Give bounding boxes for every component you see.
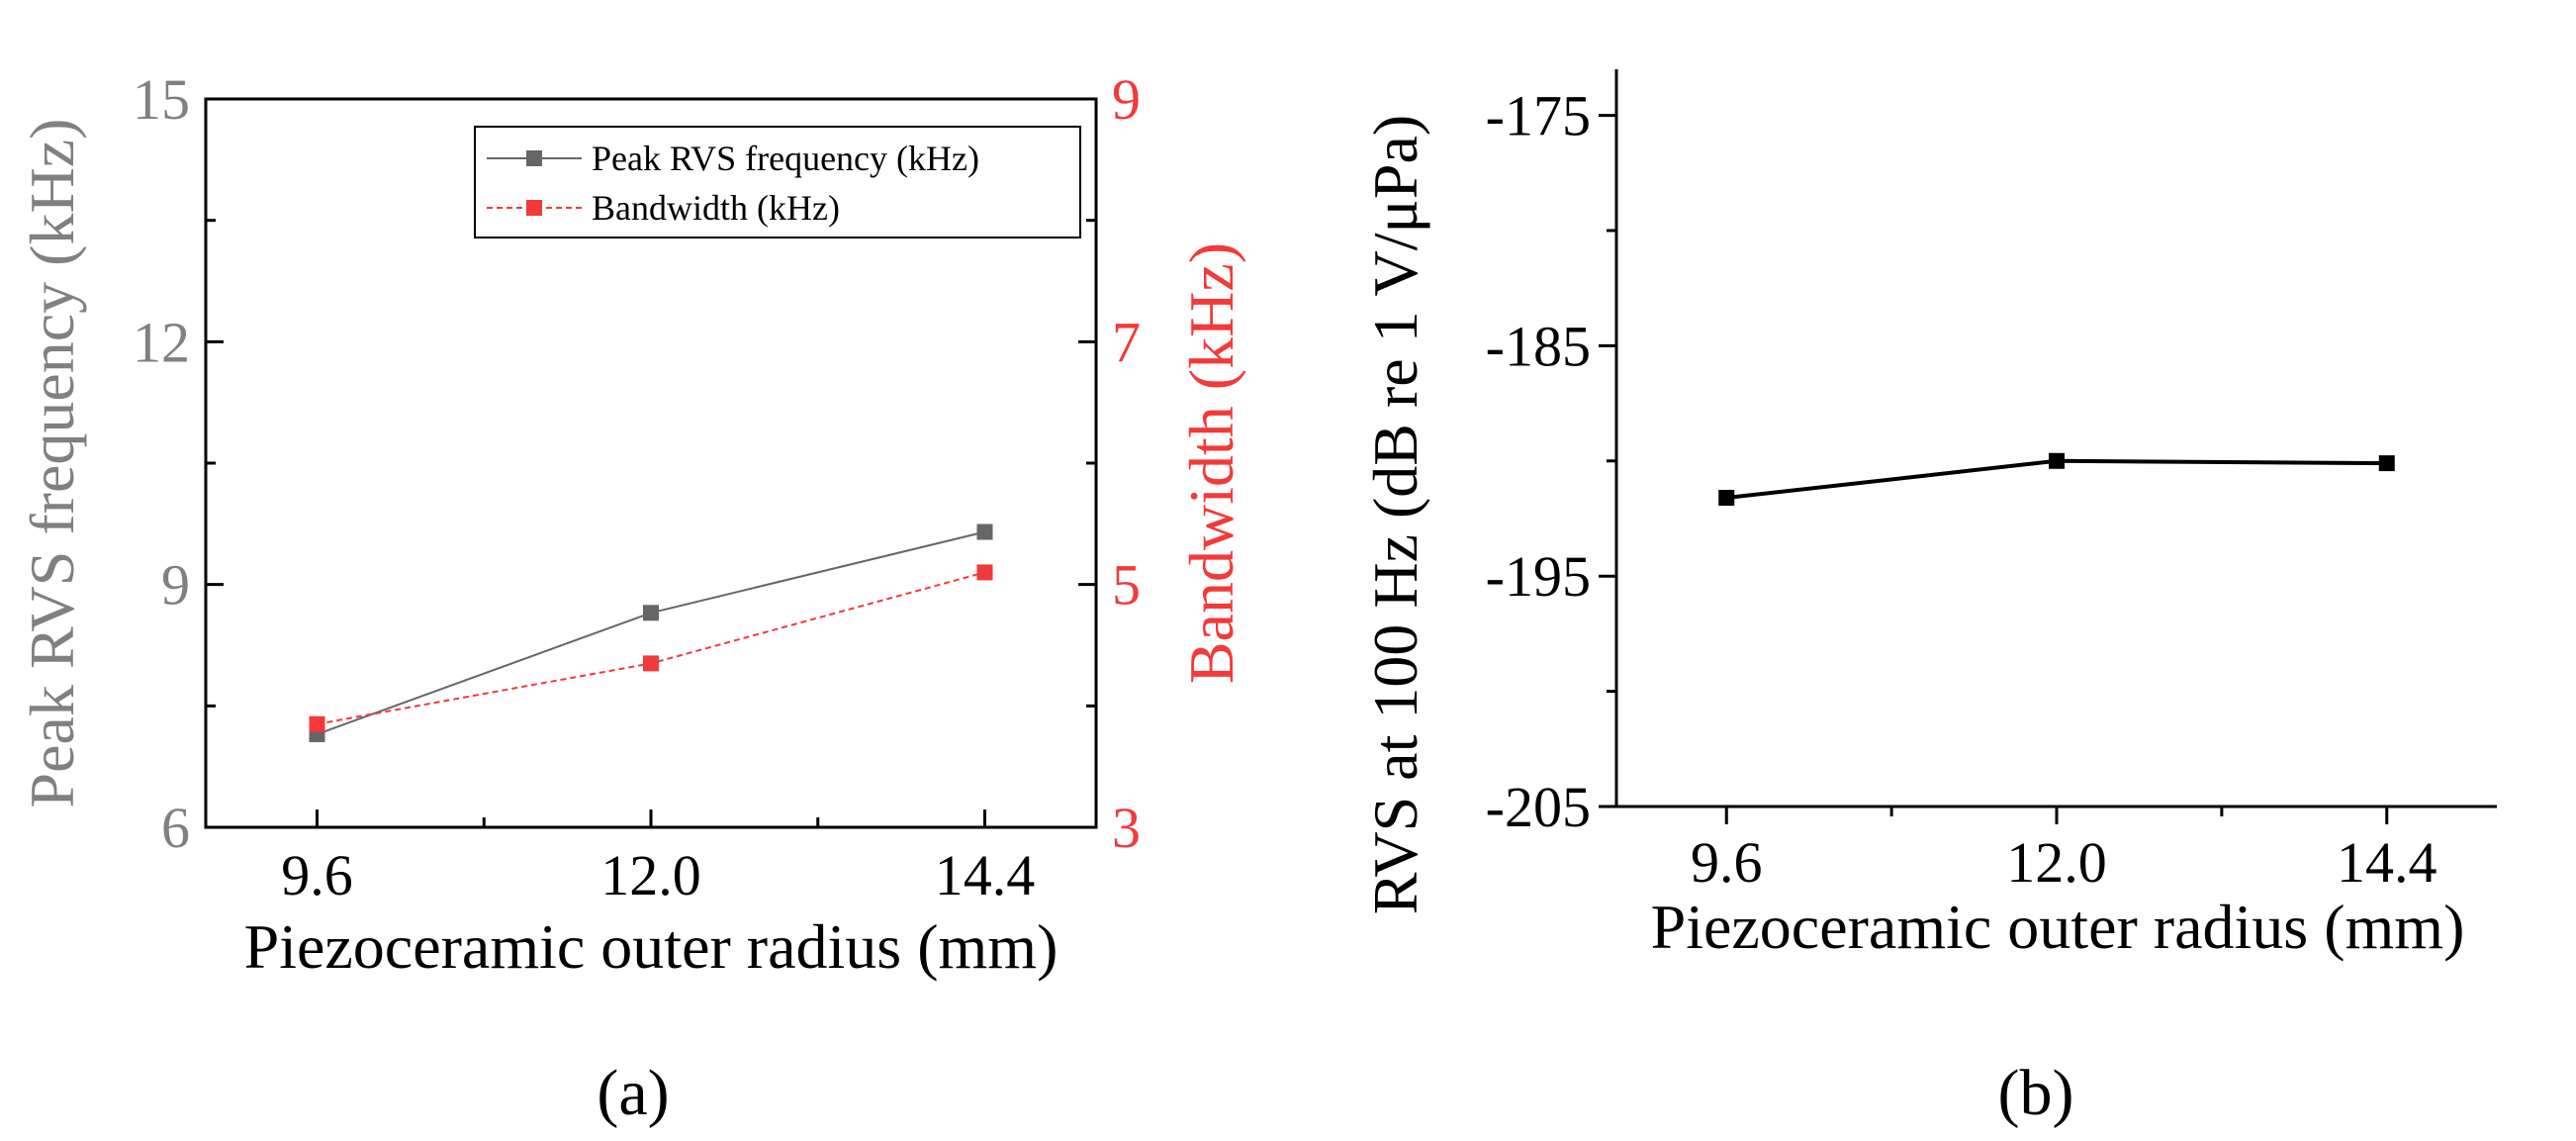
- panel-a-chart: 9.6 12.0 14.4 6 9 12 15 3 5 7 9 Piezoceramic outer…: [17, 67, 1246, 1129]
- data-point-peak-rvs: [643, 605, 659, 621]
- panel-a-legend: Peak RVS frequency (kHz) Bandwidth (kHz): [474, 126, 1081, 238]
- series-line-bandwidth: [317, 571, 985, 725]
- data-point-peak-rvs: [976, 523, 993, 540]
- panel-b-y-axis-title: RVS at 100 Hz (dB re 1 V/μPa): [1360, 115, 1430, 914]
- panel-a-label: (a): [597, 1057, 669, 1129]
- legend-marker-bandwidth: [526, 200, 542, 216]
- data-point-rvs: [2378, 455, 2395, 472]
- y2-tick-label: 3: [1112, 796, 1141, 860]
- y-tick-label: 12: [133, 310, 190, 374]
- panel-b-label: (b): [1998, 1057, 2074, 1129]
- panel-a-y-axis-title: Peak RVS frequency (kHz): [17, 119, 87, 808]
- x-tick-label: 14.4: [935, 843, 1036, 907]
- legend-label-bandwidth: Bandwidth (kHz): [592, 188, 840, 228]
- panel-a-axes: 9.6 12.0 14.4 6 9 12 15 3 5 7 9: [133, 67, 1141, 907]
- panel-a-x-axis-title: Piezoceramic outer radius (mm): [244, 911, 1058, 982]
- panel-b-series: [1718, 452, 2395, 507]
- x-tick-label: 9.6: [281, 843, 353, 907]
- y-tick-label: 9: [161, 553, 190, 618]
- y2-tick-label: 9: [1112, 67, 1141, 132]
- y-tick-label: -195: [1486, 544, 1591, 609]
- panel-b-axes: 9.6 12.0 14.4 -205 -195 -185 -175: [1486, 84, 2438, 895]
- y-tick-label: -175: [1486, 84, 1591, 148]
- data-point-rvs: [1718, 490, 1735, 507]
- panel-a-series: [309, 523, 993, 742]
- y-tick-label: -205: [1486, 775, 1591, 839]
- x-tick-label: 14.4: [2337, 830, 2438, 895]
- x-tick-label: 9.6: [1691, 830, 1763, 895]
- legend-box: [474, 126, 1081, 238]
- y-tick-label: -185: [1486, 314, 1591, 378]
- data-point-rvs: [2049, 452, 2065, 469]
- y-tick-label: 15: [133, 67, 190, 132]
- panel-b-chart: 9.6 12.0 14.4 -205 -195 -185 -175 Piezoceramic…: [1360, 69, 2497, 1129]
- x-tick-label: 12.0: [2006, 830, 2107, 895]
- panel-b-x-axis-title: Piezoceramic outer radius (mm): [1651, 892, 2465, 962]
- x-tick-label: 12.0: [600, 843, 701, 907]
- data-point-bandwidth: [643, 655, 659, 672]
- y2-tick-label: 5: [1112, 553, 1141, 618]
- panel-a-y2-axis-title: Bandwidth (kHz): [1176, 242, 1246, 684]
- data-point-bandwidth: [976, 564, 993, 581]
- series-line-peak-rvs: [317, 530, 985, 735]
- y-tick-label: 6: [161, 796, 190, 860]
- data-point-bandwidth: [309, 715, 325, 732]
- y2-tick-label: 7: [1112, 310, 1141, 374]
- legend-label-peak-rvs: Peak RVS frequency (kHz): [592, 139, 979, 178]
- legend-marker-peak-rvs: [526, 150, 542, 166]
